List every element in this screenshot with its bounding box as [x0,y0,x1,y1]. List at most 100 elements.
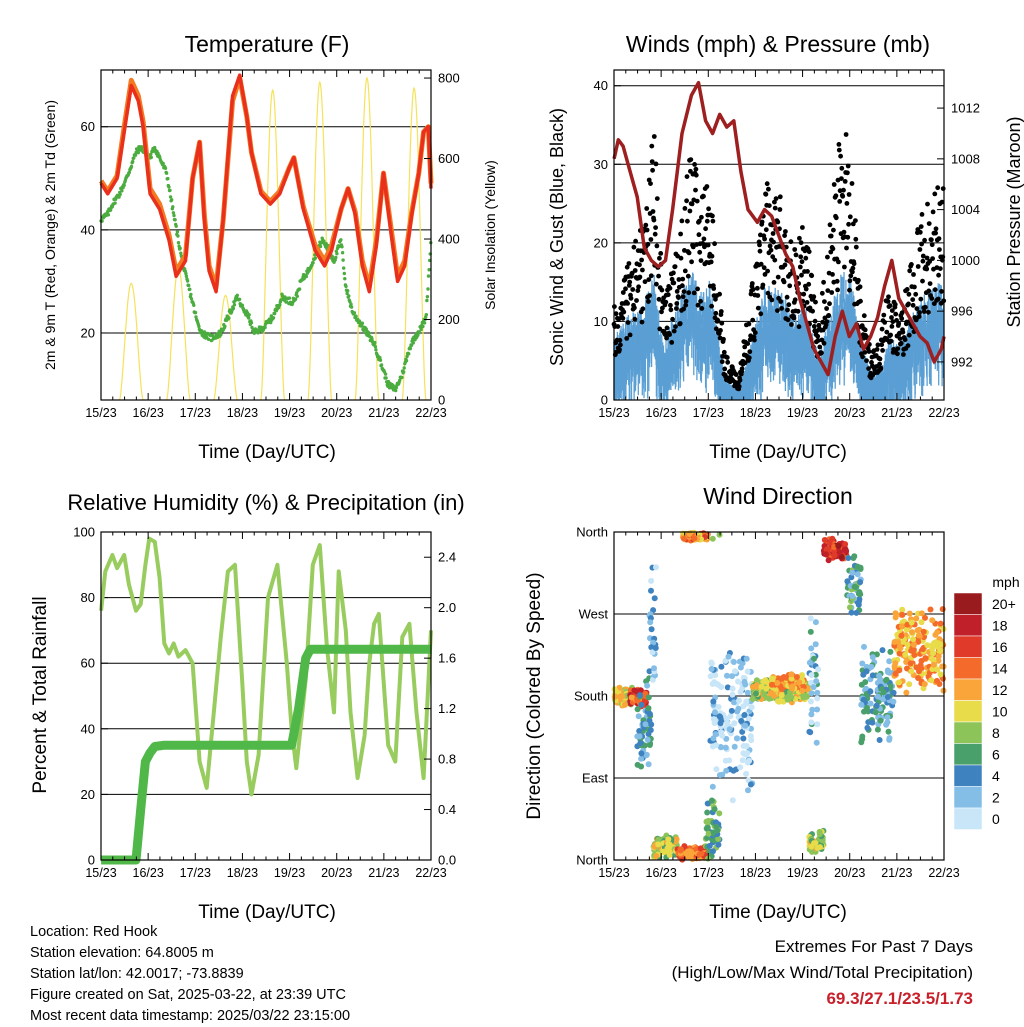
gust-point [755,285,760,291]
direction-point [913,615,920,622]
temp-2m-line [99,73,433,294]
direction-point [708,660,715,667]
gust-point [637,274,643,280]
direction-point [814,695,821,702]
winds-panel: Winds (mph) & Pressure (mb) Sonic Wind &… [547,31,1024,463]
dewpoint-point [161,161,165,166]
direction-point [812,641,819,648]
temperature-y2-tick-label: 400 [438,232,460,247]
direction-point [875,693,881,700]
gust-point [817,344,823,350]
direction-point [635,713,642,720]
humidity-y-tick-label: 40 [81,721,95,736]
gust-point [724,355,730,360]
station-location: Location: Red Hook [30,924,158,940]
direction-point [705,830,712,837]
direction-point [842,541,849,548]
direction-point [642,721,649,728]
direction-point [812,671,819,678]
dewpoint-point [247,316,251,320]
gust-point [696,232,702,238]
gust-point [704,218,710,224]
direction-y-tick-label: North [576,853,608,868]
dewpoint-point [424,313,428,317]
dewpoint-point [293,297,298,301]
direction-point [711,679,718,686]
dewpoint-point [232,303,237,307]
direction-point [724,672,730,679]
solar-insolation-line [307,80,333,401]
gust-point [842,264,847,270]
direction-point [665,840,672,847]
gust-point [841,229,847,235]
humidity-x-tick-label: 17/23 [180,866,211,880]
gust-point [811,324,817,329]
gust-point [686,290,692,296]
gust-point [933,230,938,236]
gust-point [759,219,765,225]
direction-point [934,677,940,684]
gust-point [815,338,821,343]
gust-point [890,319,896,325]
gust-point [696,218,702,224]
direction-point [887,683,894,690]
dewpoint-point [297,287,302,291]
gust-point [772,205,778,211]
direction-point [911,652,918,658]
direction-point [934,629,941,636]
gust-point [920,258,926,264]
dewpoint-point [170,198,174,202]
legend-label: 20+ [992,596,1016,612]
direction-point [728,707,735,714]
dewpoint-point [373,345,378,349]
gust-point [935,185,941,191]
gust-point [763,191,769,197]
direction-point [880,689,887,696]
gust-point [658,251,664,256]
gust-point [736,384,742,389]
gust-point [843,132,849,137]
dewpoint-point [370,337,374,341]
gust-point [779,306,784,311]
direction-point [896,679,903,686]
gust-point [866,349,872,354]
direction-point [937,671,944,678]
gust-point [898,340,904,346]
gust-point [804,300,810,305]
direction-point [869,719,876,726]
gust-point [733,372,739,377]
direction-point [633,688,640,695]
gust-point [632,268,638,273]
direction-point [778,692,785,699]
gust-point [765,290,771,296]
gust-point [694,198,700,204]
direction-point [749,684,756,690]
direction-point [666,852,673,858]
direction-x-tick-label: 21/23 [881,866,912,880]
solar-insolation-line [354,76,380,401]
direction-point [823,551,829,558]
dewpoint-point [426,287,430,291]
gust-point [697,249,703,255]
gust-point [912,284,917,290]
direction-point [896,667,903,674]
humidity-x-tick-label: 16/23 [133,866,164,880]
direction-point [771,692,777,699]
direction-point [862,679,869,686]
gust-point [785,317,791,323]
legend-label: 10 [992,704,1008,720]
gust-point [900,329,906,335]
gust-point [862,327,868,333]
direction-point [645,761,652,768]
dewpoint-point [378,358,383,362]
direction-point [915,638,922,645]
direction-point [884,694,891,700]
legend-label: 12 [992,682,1008,698]
temperature-x-tick-label: 20/23 [321,406,352,420]
temperature-y2-tick-label: 800 [438,71,460,86]
humidity-left-axis-label: Percent & Total Rainfall [30,596,51,793]
humidity-y-tick-label: 0 [88,853,95,868]
direction-point [814,721,821,728]
gust-point [654,281,659,287]
gust-point [877,361,882,367]
